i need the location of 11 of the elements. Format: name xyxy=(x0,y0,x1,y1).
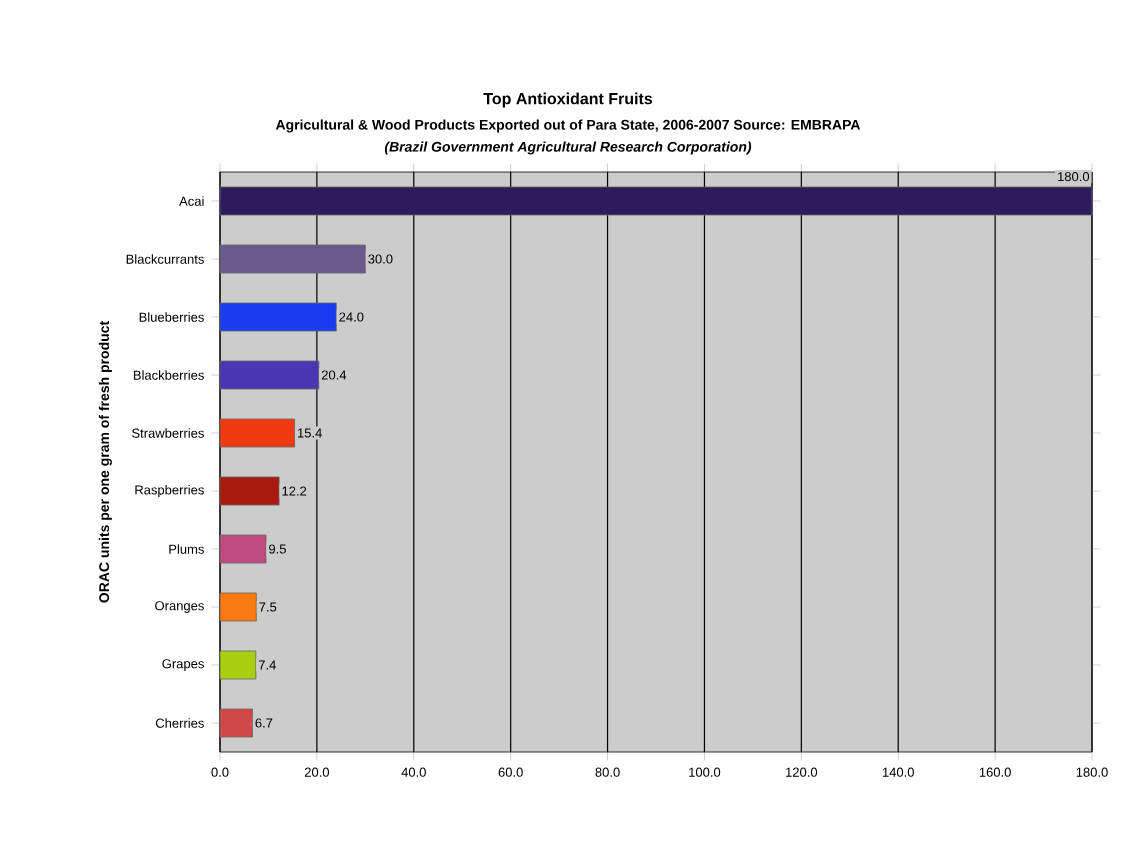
chart-title: Top Antioxidant Fruits xyxy=(483,92,653,108)
bar xyxy=(219,186,1093,216)
bar xyxy=(219,418,296,448)
bar xyxy=(219,708,253,738)
bar xyxy=(219,534,267,564)
bar xyxy=(219,360,320,390)
bar xyxy=(219,650,257,680)
bar xyxy=(219,302,337,332)
bar xyxy=(219,592,257,622)
bar xyxy=(219,476,280,506)
bar xyxy=(219,244,366,274)
